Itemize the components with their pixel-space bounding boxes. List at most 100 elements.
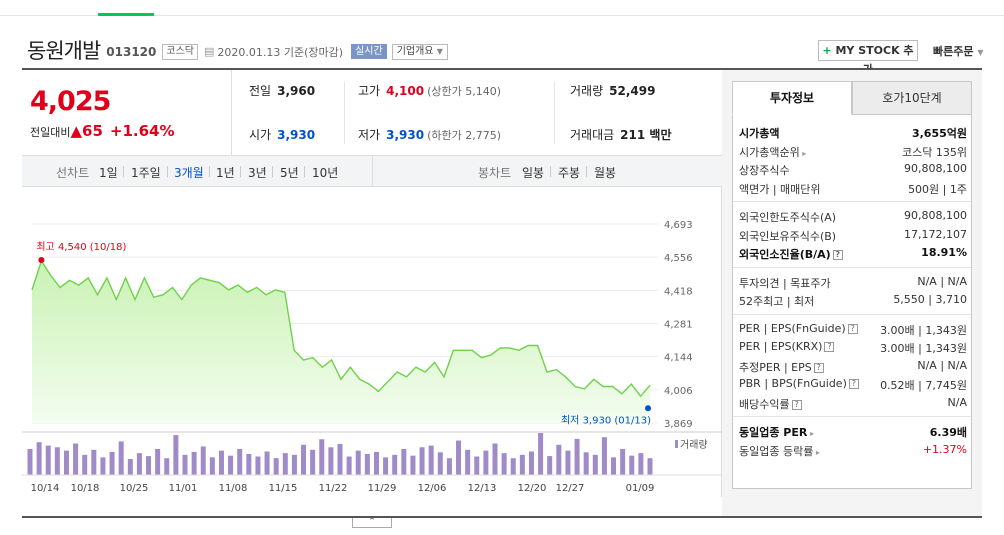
volume-bar xyxy=(446,458,452,475)
info-value: 17,172,107 xyxy=(904,227,967,241)
info-row: 추정PER | EPS? N/A | N/A xyxy=(739,359,967,377)
y-tick-label: 4,556 xyxy=(664,253,693,264)
volume-bar xyxy=(310,449,316,475)
reference-date: 2020.01.13 기준(장마감) xyxy=(217,45,344,59)
chevron-right-icon: ▸ xyxy=(813,447,820,457)
x-tick-label: 11/15 xyxy=(269,483,298,494)
document-icon: ▤ xyxy=(204,45,215,58)
y-tick-label: 3,869 xyxy=(664,419,693,430)
candle-daily[interactable]: 일봉 xyxy=(522,166,545,180)
candle-weekly[interactable]: 주봉 xyxy=(558,166,581,180)
x-tick-label: 12/13 xyxy=(468,483,497,494)
volume-legend-swatch xyxy=(675,440,678,448)
change-percent: +1.64% xyxy=(109,122,175,140)
high-marker xyxy=(38,256,45,263)
stat-value: 3,930 xyxy=(277,128,316,142)
stat-open: 시가 3,930 xyxy=(249,126,315,143)
price-chart: 4,693 4,556 4,418 4,281 4,144 4,006 3,869 최고 4,… xyxy=(22,187,722,497)
volume-bar xyxy=(264,451,270,475)
section-divider xyxy=(22,68,982,70)
volume-bar xyxy=(510,458,516,475)
collapse-chevron-up-icon[interactable]: ⌃ xyxy=(352,518,392,528)
stock-name: 동원개발 xyxy=(27,39,101,63)
x-tick-label: 11/29 xyxy=(368,483,397,494)
company-info-dropdown[interactable]: 기업개요 ▼ xyxy=(391,43,448,60)
volume-bar xyxy=(100,457,106,475)
price-box: 4,025 전일대비▲65 +1.64% xyxy=(22,70,232,155)
info-row: 동일업종 PER ▸ 6.39배 xyxy=(739,424,967,442)
volume-bar xyxy=(209,457,215,475)
candle-monthly[interactable]: 월봉 xyxy=(594,166,617,180)
x-tick-label: 01/09 xyxy=(626,483,655,494)
info-value: 18.91% xyxy=(921,246,967,259)
tab-investment-info[interactable]: 투자정보 xyxy=(732,81,852,115)
lower-limit: (하한가 2,775) xyxy=(427,129,501,142)
info-key[interactable]: 동일업종 등락률 ▸ xyxy=(739,444,820,458)
volume-bar xyxy=(301,444,307,475)
volume-bar xyxy=(428,445,434,475)
period-5y[interactable]: 5년 xyxy=(280,166,299,180)
volume-bar xyxy=(27,448,33,475)
investment-info-panel: 투자정보 호가10단계 시가총액 3,655억원 시가총액순위 ▸ 코스닥 135위 상… xyxy=(722,70,982,516)
info-key: 외국인소진율(B/A)? xyxy=(739,246,843,262)
period-3m[interactable]: 3개월 xyxy=(174,166,204,180)
info-value: 5,550 | 3,710 xyxy=(893,293,967,306)
period-1d[interactable]: 1일 xyxy=(99,166,118,180)
volume-bar xyxy=(474,456,480,475)
period-1w[interactable]: 1주일 xyxy=(131,166,161,180)
info-row: PBR | BPS(FnGuide)? 0.52배 | 7,745원 xyxy=(739,377,967,395)
info-key: 배당수익률? xyxy=(739,396,802,412)
period-10y[interactable]: 10년 xyxy=(312,166,339,180)
divider xyxy=(344,82,345,144)
mystock-add-button[interactable]: + MY STOCK 추가 xyxy=(818,40,918,76)
volume-bar xyxy=(164,458,170,475)
help-icon[interactable]: ? xyxy=(847,323,858,334)
tab-order-book[interactable]: 호가10단계 xyxy=(852,81,972,115)
quick-order-label: 빠른주문 xyxy=(933,45,974,58)
volume-bar xyxy=(155,448,161,475)
info-value: 6.39배 xyxy=(929,426,967,439)
stock-code: 013120 xyxy=(106,45,157,59)
upper-limit: (상한가 5,140) xyxy=(427,85,501,98)
volume-bar xyxy=(109,451,115,475)
volume-bar xyxy=(419,447,425,475)
volume-bar xyxy=(556,444,562,475)
help-icon[interactable]: ? xyxy=(832,250,843,260)
volume-bar xyxy=(465,449,471,475)
volume-bar xyxy=(228,455,234,475)
x-tick-label: 11/01 xyxy=(169,483,198,494)
help-icon[interactable]: ? xyxy=(824,342,835,352)
volume-bar xyxy=(574,438,580,475)
y-tick-label: 4,693 xyxy=(664,220,693,231)
volume-bar xyxy=(601,437,607,475)
volume-bar xyxy=(392,454,398,475)
info-key: 상장주식수 xyxy=(739,164,790,177)
quick-order-button[interactable]: 빠른주문 ▼ xyxy=(933,43,983,59)
investment-info-body: 시가총액 3,655억원 시가총액순위 ▸ 코스닥 135위 상장주식수 90,808,1… xyxy=(732,115,972,489)
period-1y[interactable]: 1년 xyxy=(216,166,235,180)
volume-bar xyxy=(501,453,507,475)
info-row: 투자의견 | 목표주가 N/A | N/A xyxy=(739,275,967,293)
volume-bar xyxy=(282,453,288,475)
help-icon[interactable]: ? xyxy=(813,362,824,373)
stat-amount: 거래대금 211 백만 xyxy=(570,126,671,143)
price-change: 전일대비▲65 +1.64% xyxy=(30,122,175,140)
volume-bar xyxy=(483,450,489,475)
info-key[interactable]: 시가총액순위 ▸ xyxy=(739,145,807,159)
volume-bar xyxy=(638,453,644,475)
chart-period-bar: 선차트 1일 1주일 3개월 1년 3년 5년 10년 봉차트 일봉 주봉 월봉 xyxy=(22,155,722,187)
help-icon[interactable]: ? xyxy=(848,379,859,389)
info-key[interactable]: 동일업종 PER ▸ xyxy=(739,426,815,439)
volume-bar xyxy=(410,455,416,475)
realtime-button[interactable]: 실시간 xyxy=(351,44,387,59)
section-divider xyxy=(733,266,971,268)
chevron-down-icon: ▼ xyxy=(436,46,443,56)
info-key: PER | EPS(FnGuide)? xyxy=(739,322,858,335)
divider xyxy=(167,166,168,177)
period-3y[interactable]: 3년 xyxy=(248,166,267,180)
stat-volume: 거래량 52,499 xyxy=(570,82,655,99)
market-badge: 코스닥 xyxy=(162,43,198,60)
help-icon[interactable]: ? xyxy=(791,399,802,410)
volume-bar xyxy=(191,451,197,475)
x-tick-label: 12/06 xyxy=(418,483,447,494)
